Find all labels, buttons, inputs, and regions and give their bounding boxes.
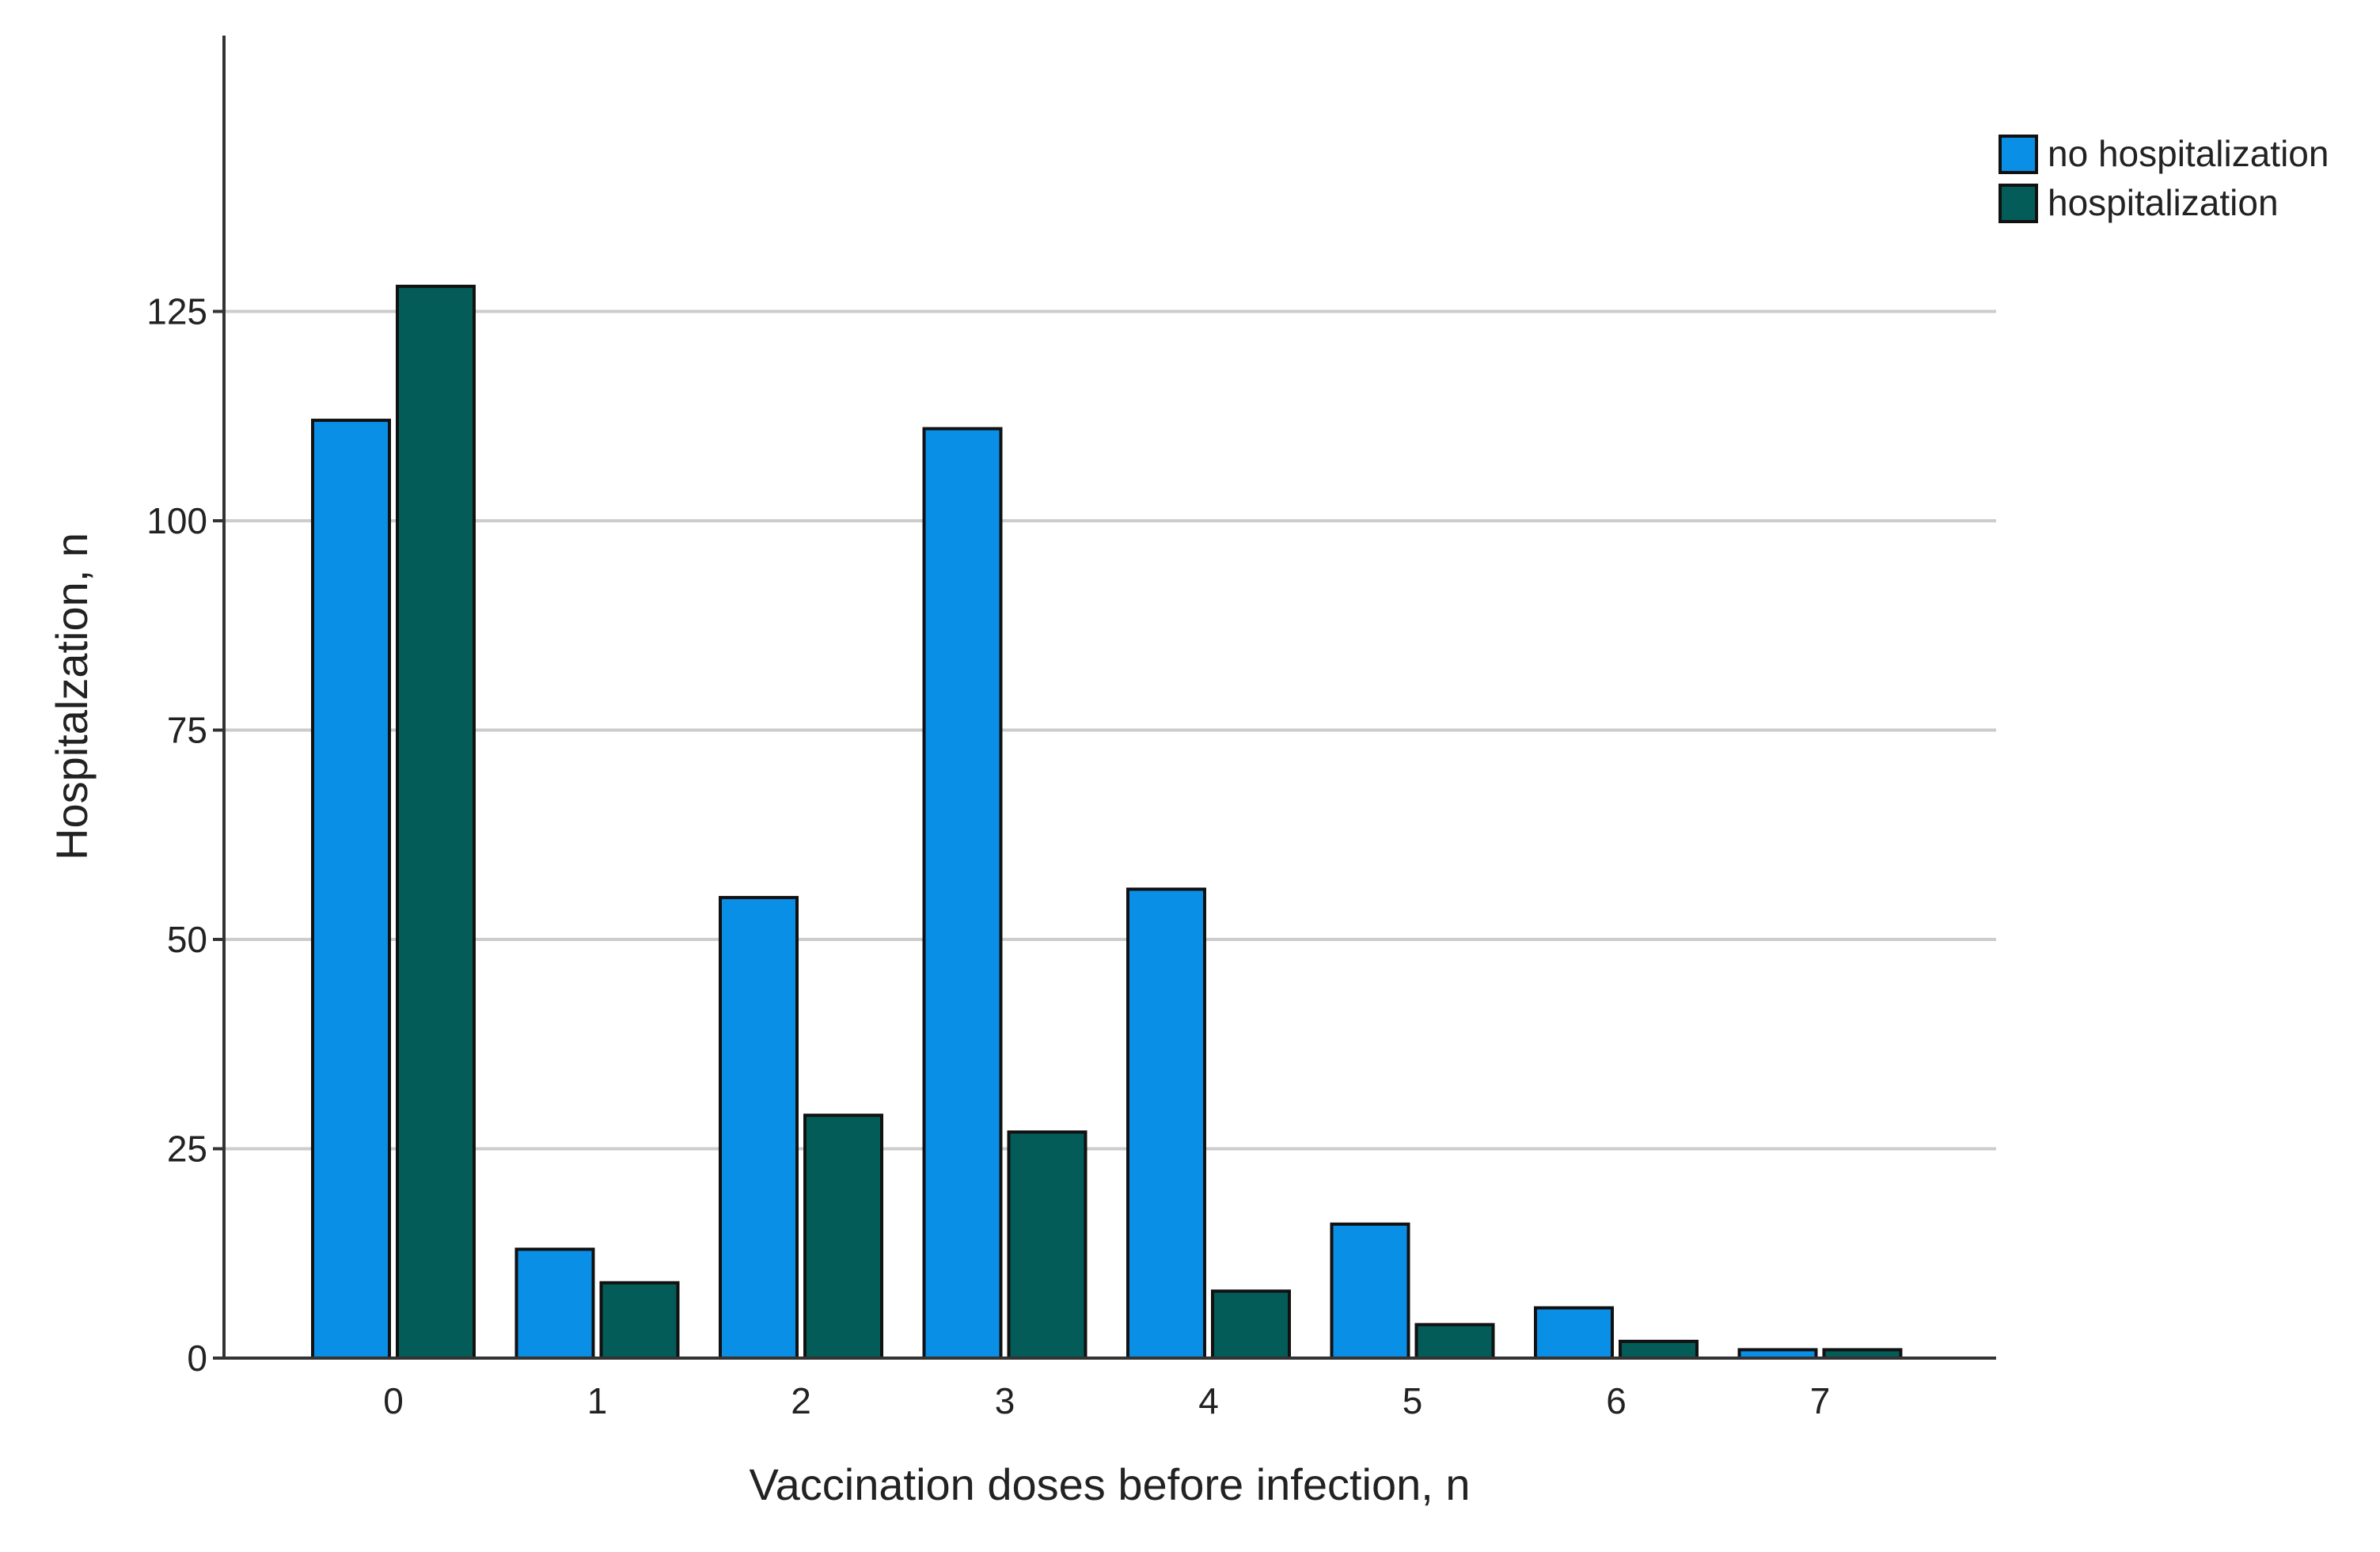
- x-tick-label: 4: [1198, 1380, 1219, 1421]
- y-tick-label: 125: [146, 291, 207, 332]
- legend-label: no hospitalization: [2048, 133, 2329, 174]
- bar-no-hospitalization-2: [719, 896, 799, 1360]
- axes: [213, 36, 1996, 1360]
- x-tick-label: 3: [995, 1380, 1015, 1421]
- x-axis-label: Vaccination doses before infection, n: [749, 1459, 1470, 1509]
- bar-hospitalization-2: [803, 1114, 883, 1360]
- bar-hospitalization-0: [396, 284, 476, 1360]
- y-tick-label: 25: [167, 1129, 207, 1170]
- bar-no-hospitalization-4: [1126, 887, 1206, 1360]
- y-tick-label: 50: [167, 919, 207, 960]
- bar-no-hospitalization-5: [1330, 1222, 1410, 1360]
- bar-hospitalization-3: [1007, 1130, 1088, 1360]
- x-tick-label: 1: [587, 1380, 608, 1421]
- y-tick-labels: 0 25 50 75 100 125: [146, 291, 207, 1379]
- bar-no-hospitalization-0: [311, 419, 391, 1360]
- bar-hospitalization-5: [1414, 1322, 1495, 1360]
- gridlines: [224, 309, 1996, 1151]
- x-tick-label: 6: [1606, 1380, 1627, 1421]
- bar-hospitalization-6: [1619, 1339, 1699, 1360]
- y-tick-label: 100: [146, 500, 207, 541]
- x-tick-label: 0: [383, 1380, 404, 1421]
- legend-swatch-hospitalization: [1999, 184, 2038, 223]
- x-tick-label: 2: [791, 1380, 811, 1421]
- x-tick-labels: 0 1 2 3 4 5 6 7: [383, 1380, 1830, 1421]
- bar-no-hospitalization-1: [514, 1247, 595, 1360]
- legend: no hospitalization hospitalization: [1999, 133, 2329, 223]
- bar-no-hospitalization-3: [922, 427, 1003, 1360]
- x-tick-label: 7: [1810, 1380, 1831, 1421]
- y-axis-label: Hospitalzation, n: [47, 533, 97, 860]
- bar-no-hospitalization-6: [1534, 1306, 1614, 1360]
- legend-swatch-no-hospitalization: [1999, 135, 2038, 174]
- bar-hospitalization-1: [599, 1281, 680, 1360]
- y-tick-label: 75: [167, 710, 207, 751]
- legend-label: hospitalization: [2048, 182, 2279, 223]
- bar-hospitalization-4: [1211, 1289, 1291, 1360]
- y-tick-label: 0: [187, 1338, 207, 1379]
- bars: [311, 284, 1903, 1360]
- x-tick-label: 5: [1403, 1380, 1423, 1421]
